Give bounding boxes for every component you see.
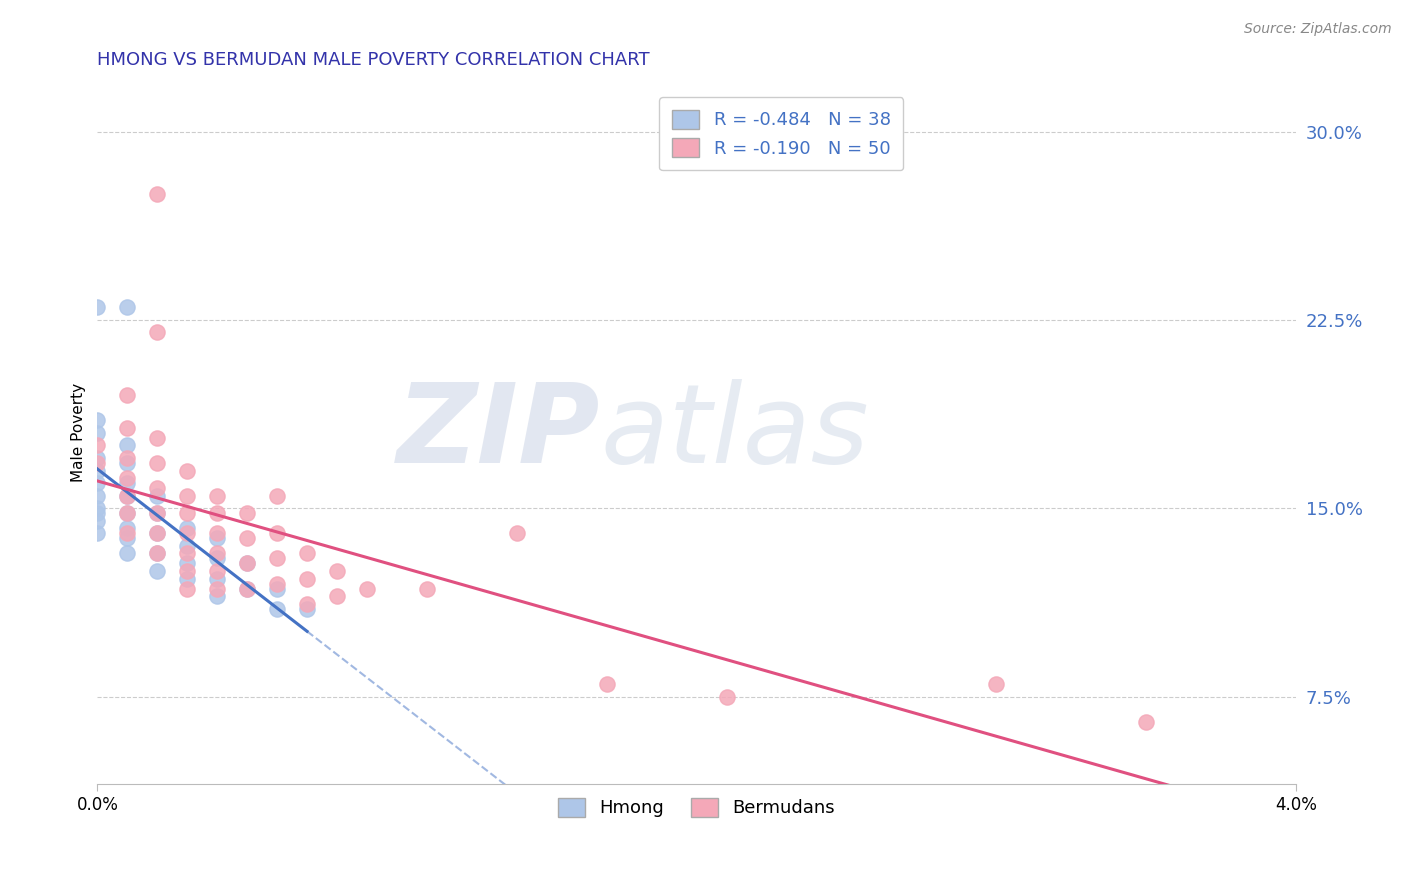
Point — [117, 521, 139, 535]
Text: Source: ZipAtlas.com: Source: ZipAtlas.com — [1244, 22, 1392, 37]
Point — [326, 564, 349, 578]
Point — [595, 677, 617, 691]
Point — [176, 557, 198, 571]
Point — [236, 557, 259, 571]
Point — [117, 489, 139, 503]
Point — [176, 521, 198, 535]
Point — [146, 506, 169, 520]
Text: HMONG VS BERMUDAN MALE POVERTY CORRELATION CHART: HMONG VS BERMUDAN MALE POVERTY CORRELATI… — [97, 51, 650, 69]
Point — [176, 464, 198, 478]
Legend: Hmong, Bermudans: Hmong, Bermudans — [551, 791, 842, 824]
Point — [205, 506, 228, 520]
Point — [86, 438, 108, 452]
Point — [86, 413, 108, 427]
Point — [176, 526, 198, 541]
Point — [205, 582, 228, 596]
Point — [176, 489, 198, 503]
Point — [205, 489, 228, 503]
Point — [117, 532, 139, 546]
Point — [295, 572, 318, 586]
Point — [86, 456, 108, 470]
Point — [146, 481, 169, 495]
Point — [236, 582, 259, 596]
Point — [176, 572, 198, 586]
Point — [146, 431, 169, 445]
Point — [117, 506, 139, 520]
Point — [176, 564, 198, 578]
Point — [266, 489, 288, 503]
Point — [205, 551, 228, 566]
Point — [117, 301, 139, 315]
Point — [236, 582, 259, 596]
Point — [236, 557, 259, 571]
Point — [86, 514, 108, 528]
Point — [716, 690, 738, 704]
Point — [295, 597, 318, 611]
Point — [86, 526, 108, 541]
Point — [266, 601, 288, 615]
Point — [117, 506, 139, 520]
Point — [356, 582, 378, 596]
Point — [326, 589, 349, 603]
Point — [266, 582, 288, 596]
Point — [205, 572, 228, 586]
Point — [146, 564, 169, 578]
Point — [236, 506, 259, 520]
Point — [176, 506, 198, 520]
Y-axis label: Male Poverty: Male Poverty — [72, 384, 86, 483]
Point — [176, 539, 198, 553]
Point — [86, 489, 108, 503]
Point — [117, 450, 139, 465]
Point — [236, 532, 259, 546]
Point — [205, 532, 228, 546]
Point — [205, 589, 228, 603]
Point — [117, 546, 139, 560]
Point — [117, 476, 139, 491]
Point — [146, 526, 169, 541]
Point — [117, 471, 139, 485]
Point — [1135, 714, 1157, 729]
Point — [205, 526, 228, 541]
Point — [117, 388, 139, 402]
Point — [117, 438, 139, 452]
Point — [295, 546, 318, 560]
Point — [506, 526, 529, 541]
Point — [117, 421, 139, 435]
Point — [86, 450, 108, 465]
Point — [295, 601, 318, 615]
Point — [146, 526, 169, 541]
Point — [146, 506, 169, 520]
Point — [146, 326, 169, 340]
Point — [117, 526, 139, 541]
Point — [146, 546, 169, 560]
Point — [205, 546, 228, 560]
Point — [146, 546, 169, 560]
Point — [176, 582, 198, 596]
Point — [86, 506, 108, 520]
Point — [986, 677, 1008, 691]
Point — [266, 576, 288, 591]
Point — [117, 489, 139, 503]
Text: atlas: atlas — [600, 379, 869, 486]
Text: ZIP: ZIP — [396, 379, 600, 486]
Point — [86, 501, 108, 516]
Point — [146, 489, 169, 503]
Point — [176, 546, 198, 560]
Point — [146, 456, 169, 470]
Point — [146, 187, 169, 202]
Point — [86, 425, 108, 440]
Point — [416, 582, 439, 596]
Point — [86, 464, 108, 478]
Point — [205, 564, 228, 578]
Point — [266, 551, 288, 566]
Point — [86, 476, 108, 491]
Point — [86, 301, 108, 315]
Point — [266, 526, 288, 541]
Point — [117, 456, 139, 470]
